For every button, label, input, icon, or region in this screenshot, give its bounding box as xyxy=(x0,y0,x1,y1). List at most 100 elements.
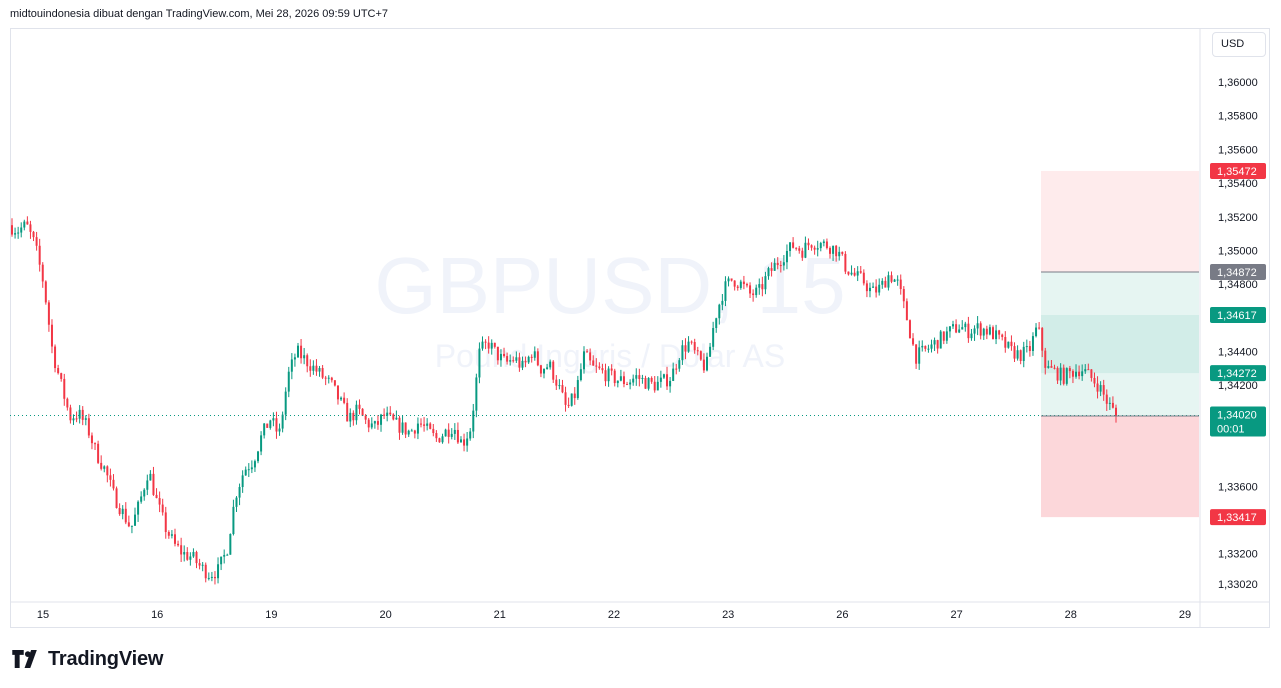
price-axis-tick: 1,34400 xyxy=(1218,347,1258,359)
candle xyxy=(281,411,284,433)
candle xyxy=(527,355,530,364)
candle xyxy=(23,219,26,231)
candle xyxy=(681,340,684,365)
candle xyxy=(475,373,478,418)
candle xyxy=(118,503,121,516)
candle xyxy=(321,365,324,380)
candle xyxy=(352,410,355,426)
candle xyxy=(908,319,911,339)
time-axis-tick: 16 xyxy=(151,609,163,621)
candle xyxy=(570,393,573,407)
candle xyxy=(287,366,290,398)
candle xyxy=(582,346,585,374)
current-price-label: 1,34020 xyxy=(1217,410,1257,422)
candle xyxy=(764,271,767,295)
candle xyxy=(798,245,801,254)
price-axis-tick: 1,33020 xyxy=(1218,579,1258,591)
candle xyxy=(733,280,736,291)
candle xyxy=(859,266,862,274)
candle xyxy=(770,262,773,277)
candle xyxy=(687,336,690,353)
candle xyxy=(678,357,681,372)
price-tag: 1,33417 xyxy=(1210,509,1266,526)
chart-frame xyxy=(10,28,1270,628)
target-zone-upper xyxy=(1041,170,1199,273)
candle xyxy=(241,470,244,493)
long-position-tool[interactable] xyxy=(1041,170,1199,518)
candle xyxy=(641,374,644,384)
candle xyxy=(161,498,164,516)
candle xyxy=(155,488,158,499)
candle xyxy=(1078,365,1081,380)
candle xyxy=(198,558,201,570)
candle xyxy=(838,246,841,261)
candle xyxy=(435,430,438,442)
candle xyxy=(1087,363,1090,371)
candle xyxy=(272,412,275,427)
candle xyxy=(921,340,924,352)
candle xyxy=(690,340,693,345)
candle xyxy=(11,218,13,237)
candle xyxy=(924,345,927,352)
candle xyxy=(380,413,383,432)
candle xyxy=(1111,396,1114,409)
candle xyxy=(536,348,539,367)
candle xyxy=(392,413,395,421)
time-axis-tick: 19 xyxy=(265,609,277,621)
candle xyxy=(1065,367,1068,386)
candle xyxy=(546,363,549,370)
candle xyxy=(315,359,318,376)
candle xyxy=(14,227,17,239)
candle xyxy=(601,363,604,374)
watermark-symbol: GBPUSD, 15 xyxy=(374,241,845,330)
candle xyxy=(564,386,567,412)
candle xyxy=(312,360,315,375)
candle xyxy=(327,375,330,384)
candle xyxy=(143,488,146,501)
candle xyxy=(207,572,210,581)
candle xyxy=(173,528,176,547)
candle xyxy=(186,547,189,561)
currency-button[interactable]: USD xyxy=(1212,32,1266,57)
price-axis[interactable]: 1,36000 1,35800 1,35600 1,35400 1,35200 1,350… xyxy=(1199,28,1258,628)
candle xyxy=(512,356,515,363)
entry-zone xyxy=(1041,314,1199,374)
candle xyxy=(109,468,112,487)
candle xyxy=(1099,381,1102,397)
candle xyxy=(290,353,293,380)
candle xyxy=(530,354,533,363)
candle xyxy=(1115,404,1117,423)
candle xyxy=(819,241,822,252)
candle xyxy=(146,474,149,496)
candle xyxy=(543,368,546,379)
candle xyxy=(829,246,832,259)
candle xyxy=(579,363,582,382)
candle xyxy=(47,300,50,332)
candle xyxy=(964,321,967,332)
candle xyxy=(558,379,561,390)
candle xyxy=(127,515,130,528)
candle xyxy=(426,418,429,431)
candle xyxy=(496,346,499,365)
candle xyxy=(472,403,475,439)
candle xyxy=(459,436,462,443)
time-axis[interactable]: 15 16 19 20 21 22 23 26 27 28 29 xyxy=(10,601,1270,621)
candle xyxy=(303,347,306,365)
candle xyxy=(816,240,819,257)
candle xyxy=(499,349,502,367)
candle xyxy=(961,320,964,330)
candle xyxy=(902,286,905,309)
candle xyxy=(383,408,386,420)
price-axis-tick: 1,34800 xyxy=(1218,279,1258,291)
svg-text:1,33417: 1,33417 xyxy=(1217,512,1257,524)
candle xyxy=(232,499,235,536)
candle xyxy=(653,376,656,393)
price-tag: 1,34872 xyxy=(1210,264,1266,281)
candle xyxy=(78,405,81,424)
candle xyxy=(755,284,758,298)
candle xyxy=(1053,364,1056,370)
tradingview-logo[interactable]: TradingView xyxy=(12,647,163,671)
candle xyxy=(841,251,844,256)
candle xyxy=(503,347,506,358)
